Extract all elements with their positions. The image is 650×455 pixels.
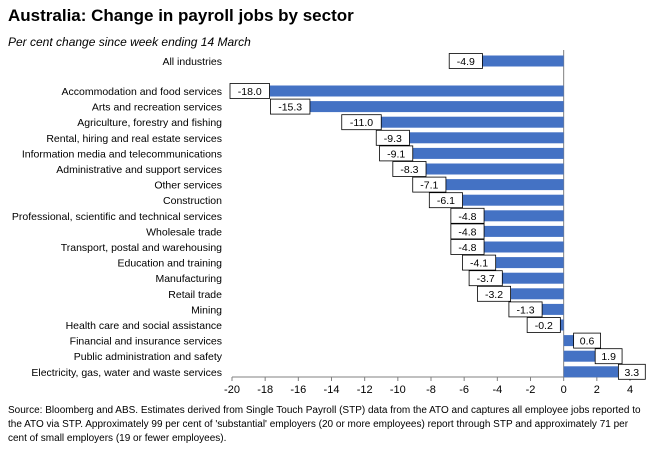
data-label: -9.1	[387, 148, 405, 160]
bar	[484, 241, 564, 253]
data-label: -3.7	[477, 273, 495, 285]
x-tick-label: -8	[426, 384, 436, 396]
category-label: Information media and telecommunications	[22, 148, 222, 160]
category-label: Construction	[163, 195, 222, 207]
category-label: Manufacturing	[155, 273, 222, 285]
data-label-box	[448, 53, 483, 69]
category-label: Wholesale trade	[146, 226, 222, 238]
data-label-box	[450, 223, 485, 240]
category-label: Other services	[154, 180, 222, 192]
data-label-box	[476, 285, 511, 302]
x-tick-label: -16	[290, 384, 306, 396]
data-label-box	[379, 145, 414, 162]
bar	[563, 350, 596, 362]
category-label: Mining	[191, 304, 222, 316]
bar	[563, 366, 619, 378]
data-label: -9.3	[384, 133, 402, 145]
bar	[484, 225, 564, 237]
data-label: -8.3	[400, 164, 418, 176]
x-tick-label: -6	[459, 384, 469, 396]
data-label: -4.8	[458, 226, 476, 238]
bar	[412, 147, 564, 159]
bar	[462, 194, 564, 206]
data-label: -4.8	[458, 242, 476, 254]
data-label: -1.3	[516, 304, 534, 316]
data-label: -7.1	[420, 180, 438, 192]
x-tick-label: 2	[594, 384, 600, 396]
bar	[309, 101, 564, 113]
x-tick-label: -14	[324, 384, 340, 396]
source-note: Source: Bloomberg and ABS. Estimates der…	[8, 405, 641, 444]
category-label: Rental, hiring and real estate services	[46, 133, 222, 145]
category-label: Education and training	[118, 258, 223, 270]
category-label: Retail trade	[168, 289, 222, 301]
bar	[484, 210, 564, 222]
data-label-box	[508, 301, 543, 318]
chart-title: Australia: Change in payroll jobs by sec…	[8, 6, 354, 25]
x-tick-label: 4	[627, 384, 633, 396]
data-label: -11.0	[350, 117, 373, 129]
bar	[409, 132, 564, 144]
category-label: Transport, postal and warehousing	[61, 242, 222, 254]
data-label: 1.9	[601, 351, 616, 363]
bar	[445, 179, 564, 191]
data-label-box	[450, 239, 485, 255]
x-tick-label: -12	[357, 384, 373, 396]
bar	[381, 116, 564, 128]
data-label-box	[450, 207, 485, 224]
x-tick-label: -18	[257, 384, 273, 396]
bar	[563, 335, 574, 347]
data-label: -3.2	[485, 289, 503, 301]
data-label-box	[375, 129, 410, 146]
data-label: -6.1	[437, 195, 455, 207]
category-label: Health care and social assistance	[66, 320, 223, 332]
x-tick-label: -4	[492, 384, 502, 396]
chart-subtitle: Per cent change since week ending 14 Mar…	[8, 35, 251, 49]
category-label: Arts and recreation services	[92, 102, 222, 114]
category-label: All industries	[162, 56, 222, 68]
bar	[502, 272, 564, 284]
data-label: -4.1	[470, 258, 488, 270]
bar	[495, 257, 564, 269]
data-label: -18.0	[238, 86, 262, 98]
x-tick-label: -2	[526, 384, 536, 396]
data-label-box	[229, 83, 270, 99]
data-label-box	[594, 348, 623, 365]
bar	[560, 319, 564, 331]
data-label: 3.3	[625, 367, 640, 379]
data-label-box	[341, 114, 382, 131]
x-tick-label: -20	[224, 384, 240, 396]
category-label: Professional, scientific and technical s…	[12, 211, 222, 223]
category-label: Agriculture, forestry and fishing	[77, 117, 222, 129]
data-label-box	[392, 161, 427, 177]
category-label: Public administration and safety	[74, 351, 223, 363]
data-label-box	[428, 192, 463, 209]
data-label-box	[412, 176, 447, 193]
bar	[482, 55, 564, 67]
category-label: Electricity, gas, water and waste servic…	[31, 367, 222, 379]
category-label: Administrative and support services	[56, 164, 222, 176]
data-label: -4.8	[458, 211, 476, 223]
data-label-box	[573, 332, 601, 349]
data-label-box	[617, 363, 646, 380]
data-label-box	[526, 317, 561, 333]
data-label: -0.2	[535, 320, 553, 332]
category-label: Financial and insurance services	[70, 336, 222, 348]
bar	[265, 85, 564, 97]
data-label: -15.3	[278, 102, 302, 114]
x-tick-label: -10	[390, 384, 406, 396]
bar	[426, 163, 564, 175]
data-label-box	[468, 270, 503, 287]
bar	[510, 288, 564, 300]
data-label: 0.6	[580, 336, 595, 348]
data-label: -4.9	[457, 56, 475, 68]
data-label-box	[462, 254, 497, 271]
bar	[542, 303, 564, 315]
category-label: Accommodation and food services	[62, 86, 223, 98]
data-label-box	[270, 98, 311, 115]
x-tick-label: 0	[561, 384, 567, 396]
